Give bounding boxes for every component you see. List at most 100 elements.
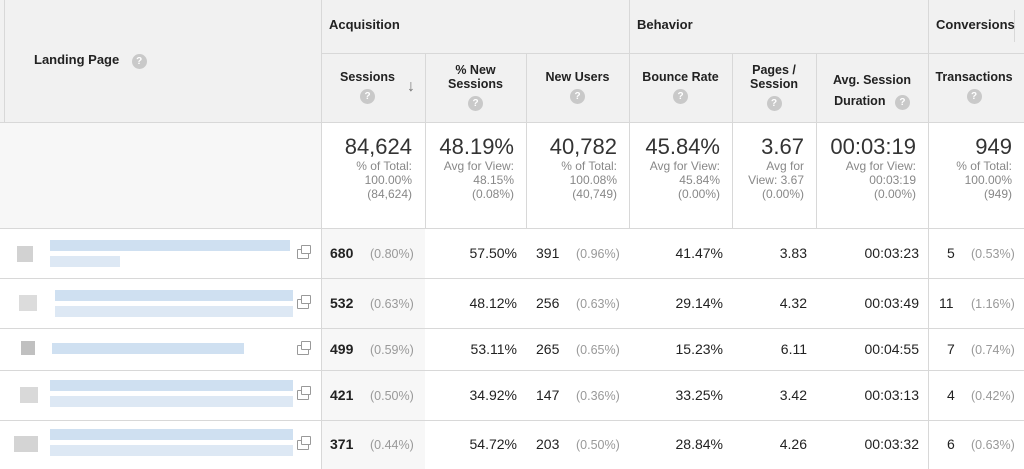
landing-page-url-redacted[interactable] [50,240,290,251]
landing-page-url-redacted[interactable] [55,290,293,301]
sessions-column-header[interactable]: Sessions ? [322,70,425,104]
row-transactions: 6 [947,436,955,452]
row-new-sessions: 34.92% [469,387,517,403]
favicon-thumbnail [21,341,35,355]
favicon-thumbnail [17,246,33,262]
divider [0,228,1024,229]
divider [0,328,1024,329]
row-transactions: 5 [947,245,955,261]
divider [0,420,1024,421]
divider [0,278,1024,279]
row-sessions: 499 [330,341,354,357]
landing-page-header[interactable]: Landing Page ? [34,51,147,69]
divider [0,370,1024,371]
row-bounce-rate: 33.25% [675,387,723,403]
row-pages-session: 3.83 [779,245,807,261]
row-new-users-pct: (0.63%) [576,297,620,311]
divider [4,0,5,122]
divider [0,122,1024,123]
help-icon[interactable]: ? [894,95,910,110]
row-new-sessions: 53.11% [470,341,517,357]
new-users-column-header[interactable]: New Users ? [526,70,629,104]
landing-page-url-redacted[interactable] [52,343,244,354]
behavior-group-title: Behavior [637,17,693,32]
help-icon[interactable]: ? [360,89,375,104]
total-transactions-value: 949 [975,134,1012,159]
open-link-icon[interactable] [297,245,311,259]
avg-duration-header-line2: Duration [834,94,886,108]
row-avg-duration: 00:04:55 [864,341,920,357]
favicon-thumbnail [14,436,38,452]
total-avg-duration-value: 00:03:19 [830,134,916,159]
conversions-group-title: Conversions [936,17,1015,32]
divider [322,53,1024,54]
row-avg-duration: 00:03:49 [864,295,920,311]
row-sessions-pct: (0.44%) [370,438,414,452]
pages-session-column-header[interactable]: Pages / Session ? [732,63,816,111]
row-transactions: 4 [947,387,955,403]
open-link-icon[interactable] [297,295,311,309]
row-sessions: 371 [330,436,354,452]
row-transactions-pct: (0.53%) [971,247,1015,261]
new-users-header-label: New Users [545,70,610,84]
row-transactions-pct: (1.16%) [971,297,1015,311]
new-sessions-header-line1: % New [455,63,496,77]
row-new-users-pct: (0.65%) [576,343,620,357]
help-icon[interactable]: ? [673,89,688,104]
row-bounce-rate: 41.47% [675,245,723,261]
pages-session-header-line2: Session [750,77,798,91]
open-link-icon[interactable] [297,341,311,355]
bounce-rate-column-header[interactable]: Bounce Rate ? [629,70,732,104]
acquisition-group-title: Acquisition [329,17,400,32]
row-bounce-rate: 29.14% [675,295,723,311]
total-new-sessions-value: 48.19% [439,134,514,159]
landing-page-url-redacted[interactable] [50,380,293,391]
row-transactions-pct: (0.42%) [971,389,1015,403]
divider [732,53,733,228]
help-icon[interactable]: ? [766,96,782,111]
open-link-icon[interactable] [297,386,311,400]
landing-page-url-redacted[interactable] [50,429,293,440]
row-new-users: 256 [536,295,560,311]
total-transactions-detail: % of Total: 100.00% (949) [956,159,1012,201]
sort-descending-icon[interactable]: ↓ [407,78,415,95]
help-icon[interactable]: ? [570,89,585,104]
sessions-sorted-column [322,228,425,469]
help-icon[interactable]: ? [131,54,147,69]
row-new-users: 203 [536,436,560,452]
landing-page-url-redacted [55,306,293,317]
row-new-sessions: 48.12% [469,295,517,311]
transactions-header-label: Transactions [935,70,1013,84]
landing-page-url-redacted [50,445,293,456]
open-link-icon[interactable] [297,436,311,450]
row-bounce-rate: 15.23% [675,341,723,357]
total-pages-session-value: 3.67 [761,134,804,159]
favicon-thumbnail [20,387,38,403]
row-sessions: 421 [330,387,354,403]
row-new-users: 265 [536,341,560,357]
pages-session-header-line1: Pages / [752,63,796,77]
divider [526,53,527,228]
landing-page-url-redacted [50,396,293,407]
row-pages-session: 6.11 [780,341,807,357]
help-icon[interactable]: ? [966,89,982,104]
totals-row [0,122,322,228]
row-new-users-pct: (0.36%) [576,389,620,403]
avg-duration-header-line1: Avg. Session [832,73,912,87]
row-transactions-pct: (0.63%) [971,438,1015,452]
row-avg-duration: 00:03:32 [864,436,920,452]
landing-page-url-redacted [50,256,120,267]
row-new-users: 147 [536,387,560,403]
sessions-header-label: Sessions [340,70,395,84]
row-sessions: 532 [330,295,354,311]
row-new-users-pct: (0.96%) [576,247,620,261]
help-icon[interactable]: ? [468,96,483,111]
transactions-column-header[interactable]: Transactions ? [928,70,1020,104]
row-sessions-pct: (0.59%) [370,343,414,357]
row-sessions-pct: (0.50%) [370,389,414,403]
total-new-users-detail: % of Total: 100.08% (40,749) [561,159,617,201]
row-bounce-rate: 28.84% [675,436,723,452]
row-transactions-pct: (0.74%) [971,343,1015,357]
avg-duration-column-header[interactable]: Avg. Session Duration ? [816,70,928,112]
new-sessions-column-header[interactable]: % New Sessions ? [425,63,526,111]
